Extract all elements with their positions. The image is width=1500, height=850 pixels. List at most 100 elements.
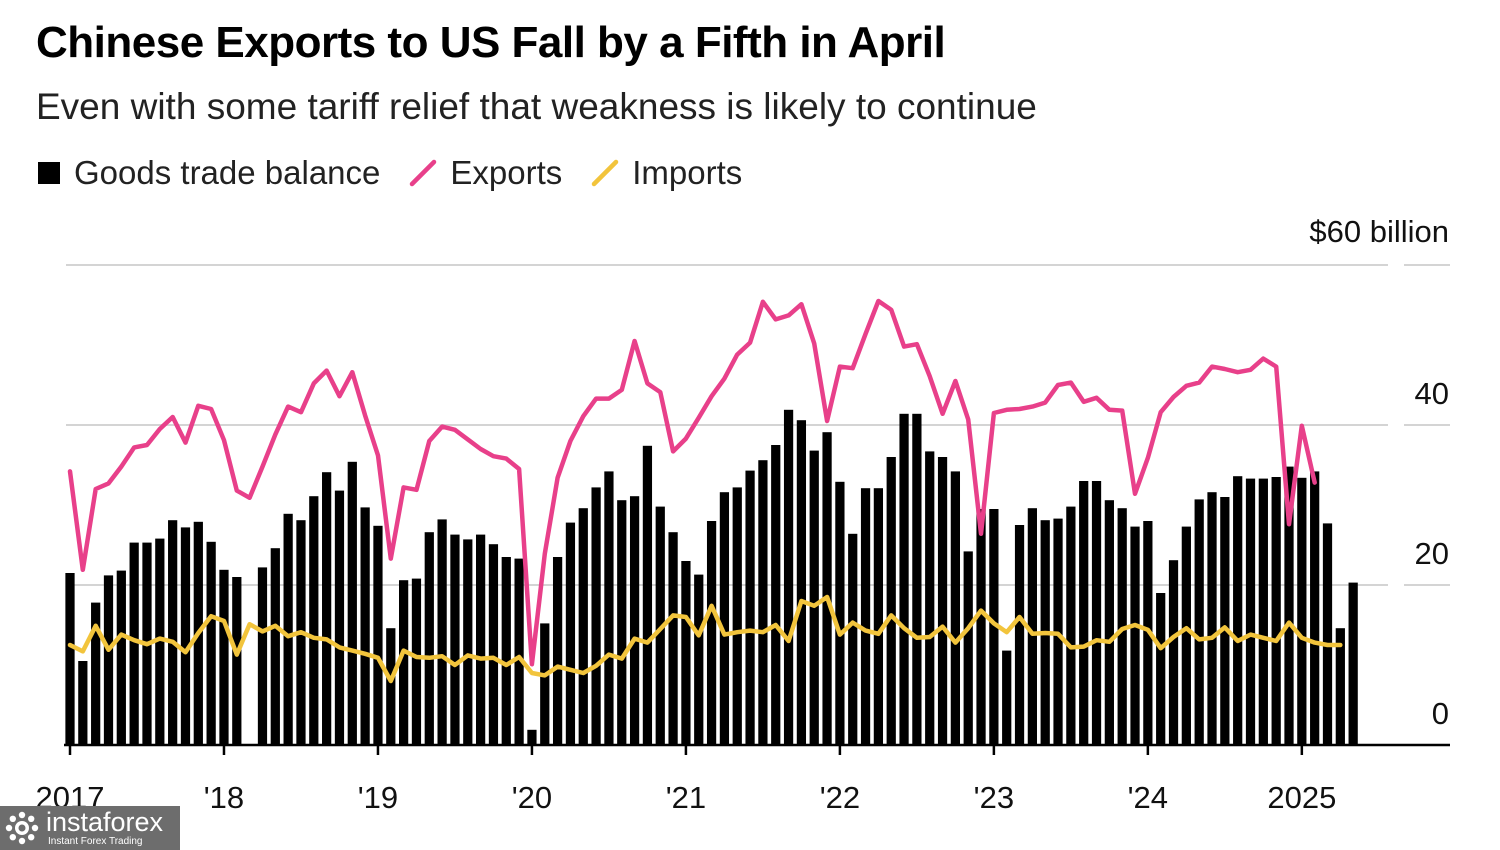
bar xyxy=(527,729,537,745)
bar xyxy=(347,461,357,745)
bar xyxy=(681,561,691,745)
bar xyxy=(1245,478,1256,745)
bar xyxy=(860,488,871,745)
bar xyxy=(1220,497,1230,745)
legend-label-exports: Exports xyxy=(450,154,563,191)
bar xyxy=(745,470,755,745)
y-tick-label: $60 billion xyxy=(1309,214,1449,249)
bar xyxy=(899,413,909,745)
bar xyxy=(501,557,511,745)
bar xyxy=(950,471,961,745)
bar xyxy=(1014,525,1025,745)
bar xyxy=(1156,593,1166,745)
bar xyxy=(668,532,678,745)
x-tick-label: '22 xyxy=(820,780,860,815)
bar xyxy=(450,534,460,745)
bar xyxy=(1207,492,1217,745)
bar xyxy=(822,432,832,745)
x-tick-label: '18 xyxy=(204,780,244,815)
bar xyxy=(103,575,114,745)
bar xyxy=(629,496,640,745)
chart-legend: Goods trade balance Exports Imports xyxy=(38,154,770,192)
bar xyxy=(1335,628,1345,745)
bar xyxy=(463,539,473,745)
x-tick-label: '21 xyxy=(666,780,706,815)
bar xyxy=(270,548,280,745)
chart-title: Chinese Exports to US Fall by a Fifth in… xyxy=(36,18,946,67)
bar xyxy=(732,487,742,745)
bar xyxy=(552,557,563,745)
bar xyxy=(771,445,781,745)
bar xyxy=(180,527,191,745)
bar xyxy=(91,602,101,745)
bar xyxy=(65,573,75,745)
bar xyxy=(706,521,717,745)
bar xyxy=(1194,499,1204,745)
bar xyxy=(1168,560,1179,745)
bar xyxy=(373,525,383,745)
x-tick-label: 2025 xyxy=(1267,780,1336,815)
x-tick-label: '19 xyxy=(358,780,398,815)
bar xyxy=(1310,471,1320,745)
bar xyxy=(168,520,178,745)
legend-item-imports: Imports xyxy=(590,154,742,192)
bar xyxy=(835,481,845,745)
bar xyxy=(232,577,242,745)
bar xyxy=(694,574,704,745)
bar xyxy=(1271,477,1281,745)
bar xyxy=(437,519,447,745)
bar xyxy=(1297,477,1307,745)
bar xyxy=(963,551,973,745)
legend-swatch-imports-line xyxy=(592,159,619,187)
legend-item-balance: Goods trade balance xyxy=(38,154,380,192)
bar xyxy=(937,457,948,745)
bar xyxy=(399,580,409,745)
bar xyxy=(334,490,345,745)
bar xyxy=(578,508,588,745)
bar xyxy=(1079,481,1089,745)
bar xyxy=(411,578,422,745)
bar xyxy=(783,409,794,745)
bar xyxy=(989,509,999,745)
bar xyxy=(758,460,768,745)
bar xyxy=(617,500,627,745)
x-tick-label: '20 xyxy=(512,780,552,815)
bar xyxy=(912,413,922,745)
bar xyxy=(1348,582,1358,745)
bar xyxy=(206,541,216,745)
bar xyxy=(514,558,524,745)
bar xyxy=(1104,500,1114,745)
bar xyxy=(475,534,486,745)
bar xyxy=(1091,481,1102,745)
watermark-badge: instaforex Instant Forex Trading xyxy=(0,806,180,850)
bar xyxy=(604,471,614,745)
x-tick-label: '24 xyxy=(1128,780,1168,815)
bar xyxy=(719,492,730,745)
bar xyxy=(283,513,293,745)
watermark-brand: instaforex xyxy=(46,807,164,837)
bar xyxy=(129,542,139,745)
bar xyxy=(1117,508,1127,745)
y-tick-label: 20 xyxy=(1415,536,1449,571)
bar xyxy=(873,488,884,745)
chart-subtitle: Even with some tariff relief that weakne… xyxy=(36,86,1037,127)
bar xyxy=(322,472,332,745)
bar xyxy=(565,522,576,745)
bar xyxy=(257,567,268,745)
bar xyxy=(848,533,858,745)
series-line-exports xyxy=(67,298,1317,667)
bar xyxy=(1258,478,1268,745)
legend-item-exports: Exports xyxy=(408,154,562,192)
x-tick-label: '23 xyxy=(974,780,1014,815)
watermark-tagline: Instant Forex Trading xyxy=(48,836,143,847)
bar xyxy=(219,569,229,745)
bar xyxy=(540,623,550,745)
bar xyxy=(488,544,499,745)
bar xyxy=(1322,523,1333,745)
bar xyxy=(309,496,319,745)
bar xyxy=(78,661,88,745)
legend-label-imports: Imports xyxy=(632,154,743,191)
bar xyxy=(1130,526,1140,745)
bar xyxy=(386,628,396,745)
